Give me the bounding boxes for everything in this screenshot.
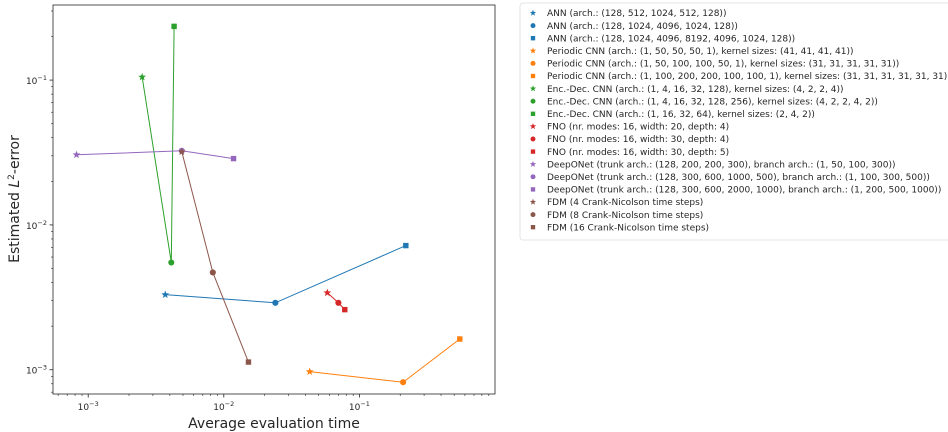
data-point-2 bbox=[272, 299, 279, 306]
plot-frame bbox=[52, 4, 496, 395]
legend-entry-1: ANN (arch.: (128, 512, 1024, 512, 128)) bbox=[547, 9, 726, 19]
data-point-12 bbox=[342, 306, 348, 313]
series-lines bbox=[76, 26, 461, 383]
legend-marker-7 bbox=[529, 85, 537, 92]
legend-entry-2: ANN (arch.: (128, 1024, 4096, 1024, 128)… bbox=[547, 22, 738, 32]
legend-marker-6 bbox=[530, 73, 536, 79]
data-point-1 bbox=[161, 290, 170, 298]
legend-marker-12 bbox=[530, 149, 536, 154]
series-line-2 bbox=[309, 338, 461, 383]
data-point-10 bbox=[323, 288, 332, 297]
legend-entry-3: ANN (arch.: (128, 1024, 4096, 8192, 4096… bbox=[547, 34, 795, 44]
data-point-15 bbox=[230, 155, 237, 162]
legend-marker-2 bbox=[530, 23, 536, 29]
series-line-1 bbox=[165, 245, 407, 304]
legend-entry-9: Enc.-Dec. CNN (arch.: (1, 16, 32, 64), k… bbox=[547, 110, 815, 120]
legend-marker-3 bbox=[530, 36, 536, 41]
data-point-5 bbox=[400, 379, 407, 386]
data-point-8 bbox=[168, 259, 175, 266]
legend-entry-13: DeepONet (trunk arch.: (128, 200, 200, 3… bbox=[547, 160, 896, 170]
legend-entry-10: FNO (nr. modes: 16, width: 20, depth: 4) bbox=[547, 123, 729, 133]
legend-marker-18 bbox=[530, 225, 536, 230]
x-tick-label-1: 10−3 bbox=[78, 400, 99, 413]
legend-marker-11 bbox=[530, 136, 536, 142]
legend-marker-15 bbox=[530, 187, 536, 192]
legend-marker-10 bbox=[529, 123, 537, 130]
legend-entry-15: DeepONet (trunk arch.: (128, 300, 600, 2… bbox=[547, 186, 941, 196]
data-points bbox=[72, 23, 463, 386]
data-point-18 bbox=[245, 359, 252, 365]
legend-entry-8: Enc.-Dec. CNN (arch.: (1, 4, 16, 32, 128… bbox=[547, 97, 878, 107]
data-point-16 bbox=[177, 147, 186, 156]
data-point-4 bbox=[305, 367, 314, 376]
legend-entry-7: Enc.-Dec. CNN (arch.: (1, 4, 16, 32, 128… bbox=[547, 85, 844, 95]
legend-entry-5: Periodic CNN (arch.: (1, 50, 100, 100, 5… bbox=[547, 60, 899, 70]
legend-marker-17 bbox=[530, 212, 536, 218]
data-point-17 bbox=[209, 269, 216, 276]
legend-marker-8 bbox=[530, 98, 536, 104]
legend-entry-18: FDM (16 Crank-Nicolson time steps) bbox=[547, 223, 709, 233]
legend-marker-5 bbox=[530, 60, 536, 66]
legend: ANN (arch.: (128, 512, 1024, 512, 128)) A… bbox=[519, 2, 948, 241]
legend-entry-6: Periodic CNN (arch.: (1, 100, 200, 200, … bbox=[547, 72, 948, 82]
y-tick-label-1: 10−3 bbox=[26, 364, 47, 377]
legend-entry-16: FDM (4 Crank-Nicolson time steps) bbox=[547, 198, 703, 208]
legend-marker-14 bbox=[530, 174, 536, 180]
data-point-6 bbox=[457, 336, 463, 342]
y-tick-label-3: 10−1 bbox=[26, 74, 47, 87]
legend-entry-14: DeepONet (trunk arch.: (128, 300, 600, 1… bbox=[547, 173, 930, 183]
legend-entry-11: FNO (nr. modes: 16, width: 30, depth: 4) bbox=[547, 135, 729, 145]
legend-marker-13 bbox=[529, 160, 537, 167]
data-point-9 bbox=[171, 23, 177, 30]
legend-marker-16 bbox=[529, 198, 537, 205]
series-line-3 bbox=[141, 26, 175, 263]
data-point-11 bbox=[335, 299, 342, 306]
x-axis-ticks: 10−3 10−2 10−1 bbox=[57, 394, 490, 413]
legend-entry-17: FDM (8 Crank-Nicolson time steps) bbox=[547, 211, 703, 221]
data-point-7 bbox=[138, 72, 147, 81]
data-point-3 bbox=[403, 242, 409, 249]
y-tick-label-2: 10−2 bbox=[26, 219, 47, 232]
legend-marker-1 bbox=[529, 9, 537, 16]
series-line-6 bbox=[181, 151, 249, 363]
x-tick-label-3: 10−1 bbox=[349, 400, 370, 413]
data-point-13 bbox=[72, 150, 81, 159]
legend-frame bbox=[519, 2, 948, 241]
x-axis-title: Average evaluation time bbox=[188, 416, 360, 432]
legend-marker-9 bbox=[530, 111, 536, 116]
legend-entry-12: FNO (nr. modes: 16, width: 30, depth: 5) bbox=[547, 148, 729, 158]
x-tick-label-2: 10−2 bbox=[213, 400, 234, 413]
legend-marker-4 bbox=[529, 47, 537, 54]
y-axis-title: Estimated L2-error bbox=[7, 135, 23, 263]
legend-entry-4: Periodic CNN (arch.: (1, 50, 50, 50, 1),… bbox=[547, 47, 853, 57]
y-axis-ticks: 10−3 10−2 10−1 bbox=[26, 10, 53, 393]
